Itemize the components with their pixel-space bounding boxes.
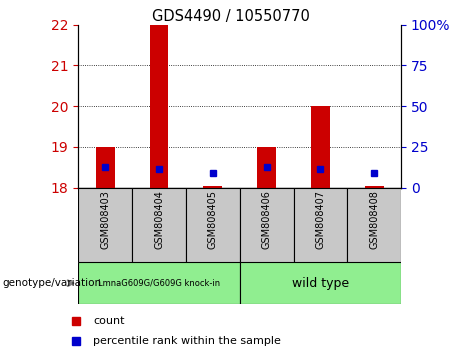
Bar <box>78 262 240 304</box>
Bar <box>240 262 401 304</box>
Bar <box>294 188 347 262</box>
Bar <box>132 188 186 262</box>
Bar <box>257 147 276 188</box>
Bar <box>203 185 222 188</box>
Bar <box>78 188 132 262</box>
Text: GSM808406: GSM808406 <box>261 190 272 249</box>
Text: GSM808407: GSM808407 <box>315 190 325 249</box>
Bar <box>186 188 240 262</box>
Text: genotype/variation: genotype/variation <box>2 278 101 288</box>
Text: LmnaG609G/G609G knock-in: LmnaG609G/G609G knock-in <box>98 279 220 288</box>
Bar <box>96 147 115 188</box>
Text: GSM808405: GSM808405 <box>208 190 218 249</box>
Bar <box>365 185 384 188</box>
Text: GSM808404: GSM808404 <box>154 190 164 249</box>
Bar <box>347 188 401 262</box>
Text: wild type: wild type <box>292 277 349 290</box>
Text: GSM808408: GSM808408 <box>369 190 379 249</box>
Text: count: count <box>93 316 124 326</box>
Text: GDS4490 / 10550770: GDS4490 / 10550770 <box>152 9 309 24</box>
Bar <box>240 188 294 262</box>
Bar <box>150 25 168 188</box>
Bar <box>311 106 330 188</box>
Text: percentile rank within the sample: percentile rank within the sample <box>93 336 281 346</box>
Text: GSM808403: GSM808403 <box>100 190 110 249</box>
